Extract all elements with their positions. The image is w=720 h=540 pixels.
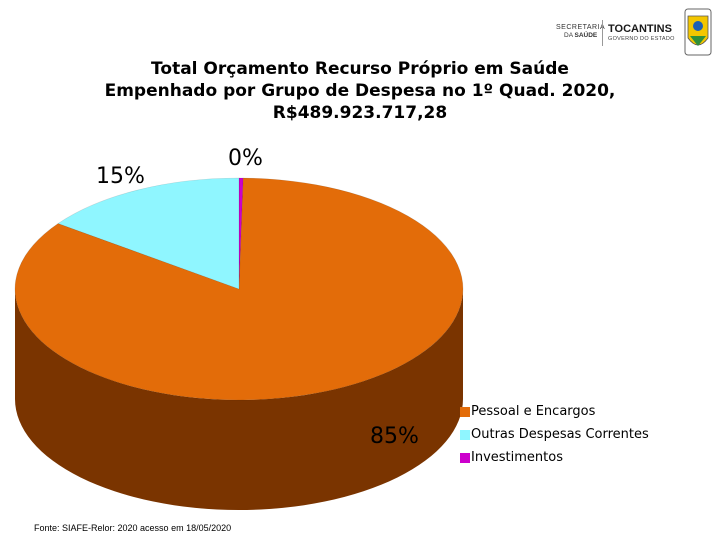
chart-title-line: Total Orçamento Recurso Próprio em Saúde [151,59,569,79]
header-logos: SECRETARIA DA SAÚDE TOCANTINS GOVERNO DO… [556,6,712,58]
legend-label: Outras Despesas Correntes [471,427,649,442]
chart-title: Total Orçamento Recurso Próprio em Saúde… [40,58,680,124]
chart-legend: Pessoal e Encargos Outras Despesas Corre… [460,400,649,469]
legend-label: Investimentos [471,450,563,465]
legend-swatch [460,429,470,440]
slice-label-outras: 15% [96,164,145,189]
pie-slice-pessoal-e-encargos [14,177,464,401]
chart-title-line: Empenhado por Grupo de Despesa no 1º Qua… [104,81,616,101]
state-name: TOCANTINS [608,23,672,35]
state-crest-icon [684,8,712,56]
legend-label: Pessoal e Encargos [471,404,596,419]
legend-swatch [460,452,470,463]
pie-slice-outras-despesas-correntes [57,177,240,290]
legend-item: Outras Despesas Correntes [460,423,649,446]
legend-item: Investimentos [460,446,649,469]
source-note: Fonte: SIAFE-Relor: 2020 acesso em 18/05… [34,523,232,533]
secretaria-subtitle: DA SAÚDE [564,32,598,40]
slice-label-investimentos: 0% [228,146,263,171]
secretaria-prefix: DA [564,32,575,39]
legend-swatch [460,406,470,417]
legend-item: Pessoal e Encargos [460,400,649,423]
secretaria-label: SECRETARIA [556,24,606,31]
state-subtitle: GOVERNO DO ESTADO [608,36,675,42]
secretaria-strong: SAÚDE [574,32,598,39]
pie-side-pessoal-e-encargos [15,289,463,510]
logo-divider [602,20,603,46]
pie-slice-investimentos [238,177,244,290]
chart-title-line: R$489.923.717,28 [272,103,448,123]
slice-label-pessoal: 85% [370,424,419,449]
